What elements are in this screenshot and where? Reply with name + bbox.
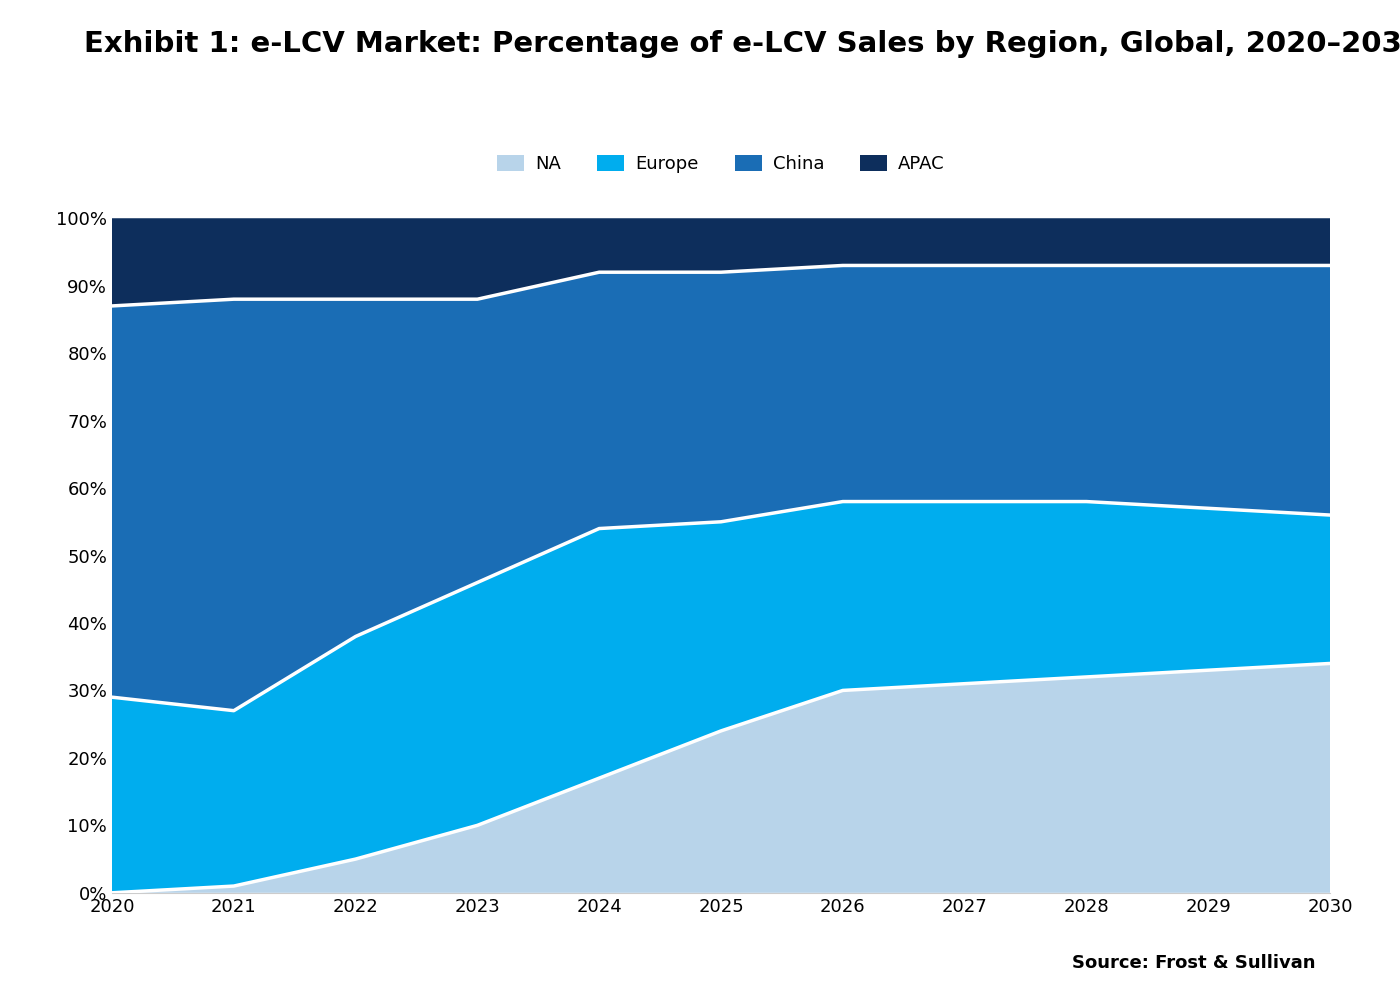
Legend: NA, Europe, China, APAC: NA, Europe, China, APAC — [489, 146, 953, 183]
Text: Exhibit 1: e-LCV Market: Percentage of e-LCV Sales by Region, Global, 2020–2030: Exhibit 1: e-LCV Market: Percentage of e… — [84, 30, 1400, 58]
Text: Source: Frost & Sullivan: Source: Frost & Sullivan — [1072, 954, 1316, 972]
